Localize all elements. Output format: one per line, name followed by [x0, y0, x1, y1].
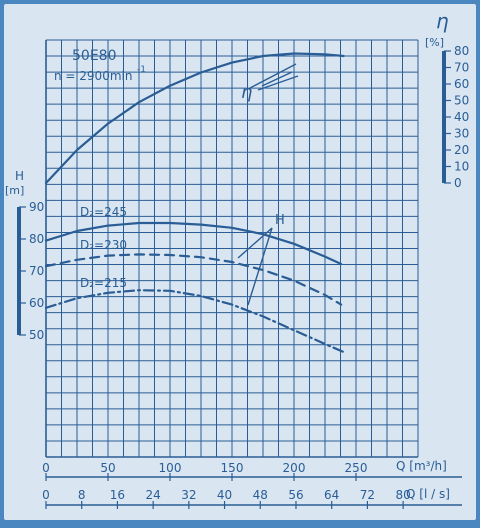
flow-ls-tick-label: 8 [78, 488, 86, 502]
head-axis-symbol: H [15, 169, 24, 183]
flow-ls-tick-label: 40 [217, 488, 232, 502]
efficiency-tick-label: 40 [454, 110, 469, 124]
flow-m3h-tick-label: 50 [100, 461, 115, 475]
flow-ls-tick-label: 16 [110, 488, 125, 502]
flow-m3h-tick-label: 100 [159, 461, 182, 475]
flow-ls-tick-label: 80 [395, 488, 410, 502]
head-leader [237, 227, 273, 259]
efficiency-tick-label: 80 [454, 44, 469, 58]
flow-m3h-tick-label: 200 [283, 461, 306, 475]
curve-d215 [44, 289, 345, 354]
efficiency-tick-label: 20 [454, 143, 469, 157]
efficiency-axis-symbol: η [436, 9, 449, 33]
flow-ls-axis-label: Q [l / s] [406, 487, 450, 501]
efficiency-tick-label: 0 [454, 176, 462, 190]
efficiency-tick-label: 50 [454, 94, 469, 108]
speed-label: n = 2900min [54, 69, 132, 83]
curve-label-d215: D₂=215 [80, 276, 127, 290]
efficiency-curve-label: η [241, 82, 252, 103]
flow-m3h-tick-label: 250 [345, 461, 368, 475]
efficiency-tick-label: 60 [454, 77, 469, 91]
curve-label-d245: D₂=245 [80, 205, 127, 219]
efficiency-leader [257, 75, 299, 91]
efficiency-tick-label: 10 [454, 160, 469, 174]
efficiency-leader [261, 71, 293, 87]
curves [44, 52, 345, 354]
head-curve-label: H [275, 213, 285, 228]
flow-m3h-axis-label: Q [m³/h] [396, 459, 447, 473]
flow-ls-tick-label: 64 [324, 488, 339, 502]
flow-ls-tick-label: 0 [42, 488, 50, 502]
grid [45, 39, 419, 458]
labels: 50E80 n = 2900min -1 η [%] H [m] η H Q [… [5, 9, 450, 501]
flow-ls-tick-label: 24 [145, 488, 160, 502]
head-axis-unit: [m] [5, 184, 24, 197]
flow-m3h-tick-label: 150 [221, 461, 244, 475]
flow-ls-tick-label: 56 [288, 488, 303, 502]
head-tick-label: 60 [29, 296, 44, 310]
head-tick-label: 80 [29, 232, 44, 246]
flow-ls-tick-label: 32 [181, 488, 196, 502]
curve-label-d230: D₂=230 [80, 238, 127, 252]
efficiency-axis-unit: [%] [425, 36, 444, 49]
head-tick-label: 50 [29, 328, 44, 342]
head-tick-label: 70 [29, 264, 44, 278]
flow-m3h-tick-label: 0 [42, 461, 50, 475]
pump-model-label: 50E80 [72, 48, 116, 64]
paper-background [4, 4, 476, 520]
efficiency-tick-label: 70 [454, 61, 469, 75]
head-tick-label: 90 [29, 200, 44, 214]
flow-ls-tick-label: 72 [360, 488, 375, 502]
efficiency-leader [249, 63, 297, 89]
efficiency-tick-label: 30 [454, 127, 469, 141]
curve-d245 [44, 221, 343, 266]
curve- [44, 52, 345, 185]
speed-exponent: -1 [137, 65, 146, 75]
head-leader [247, 227, 273, 306]
flow-ls-tick-label: 48 [253, 488, 268, 502]
curve-d230 [44, 253, 343, 306]
